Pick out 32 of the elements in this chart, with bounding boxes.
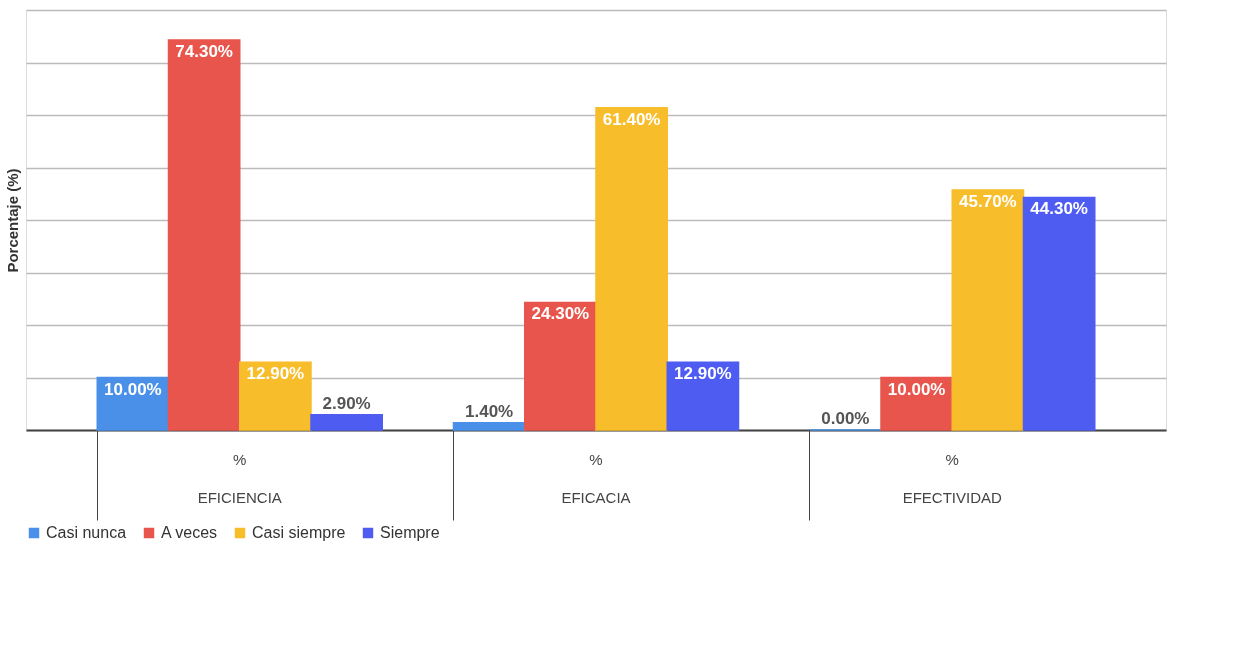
x-tick-label: EFECTIVIDAD bbox=[902, 488, 1002, 506]
data-label: 12.90% bbox=[674, 364, 732, 384]
text: % bbox=[233, 451, 247, 468]
text: % bbox=[945, 451, 959, 468]
bar bbox=[951, 189, 1025, 431]
data-label: 24.30% bbox=[531, 304, 590, 324]
x-tick-label: EFICACIA bbox=[561, 488, 631, 506]
bar bbox=[167, 39, 241, 431]
bar bbox=[310, 414, 383, 431]
bar bbox=[595, 106, 668, 431]
bar bbox=[524, 301, 597, 431]
bar bbox=[1022, 196, 1096, 431]
y-axis-title: Porcentaje (%) bbox=[3, 168, 21, 273]
legend-label: Casi siempre bbox=[252, 524, 346, 541]
legend-label: Siempre bbox=[380, 524, 440, 541]
data-label: 45.70% bbox=[959, 192, 1017, 212]
legend-label: Casi nunca bbox=[46, 524, 127, 541]
bar bbox=[666, 361, 740, 431]
data-label: 12.90% bbox=[246, 364, 305, 384]
data-label: 10.00% bbox=[887, 379, 946, 399]
bar bbox=[239, 361, 312, 431]
bar bbox=[452, 421, 526, 431]
data-label: 2.90% bbox=[322, 393, 371, 413]
legend-label: A veces bbox=[161, 524, 218, 541]
data-label: 74.30% bbox=[175, 41, 233, 61]
data-label: 10.00% bbox=[104, 379, 162, 399]
data-label: 0.00% bbox=[821, 409, 870, 428]
text: % bbox=[589, 451, 603, 468]
x-tick-label: EFICIENCIA bbox=[197, 488, 282, 506]
data-label: 61.40% bbox=[602, 109, 661, 129]
data-label: 44.30% bbox=[1030, 199, 1088, 219]
data-label: 1.40% bbox=[465, 401, 514, 421]
